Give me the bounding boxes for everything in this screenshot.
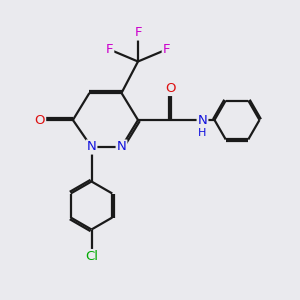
Text: Cl: Cl <box>85 250 98 263</box>
Text: F: F <box>106 43 113 56</box>
Text: F: F <box>134 26 142 40</box>
Text: N: N <box>87 140 96 154</box>
Text: N: N <box>117 140 126 154</box>
Text: N: N <box>198 113 207 127</box>
Text: F: F <box>163 43 170 56</box>
Text: O: O <box>35 113 45 127</box>
Text: H: H <box>198 128 207 138</box>
Text: O: O <box>166 82 176 95</box>
